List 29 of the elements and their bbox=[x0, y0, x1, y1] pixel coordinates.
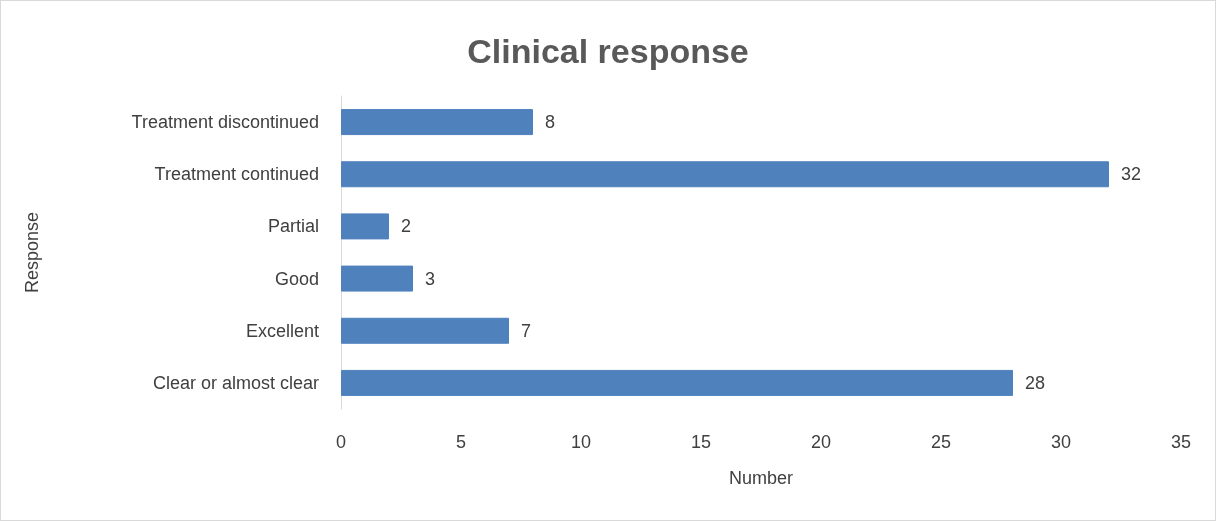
y-tick-label: Good bbox=[274, 268, 319, 289]
chart-title: Clinical response bbox=[467, 32, 749, 70]
x-tick-label: 5 bbox=[455, 432, 467, 452]
x-axis-title: Number bbox=[728, 468, 794, 488]
y-tick-label: Clear or almost clear bbox=[152, 372, 319, 393]
bar bbox=[341, 317, 509, 344]
data-label: 7 bbox=[521, 320, 532, 341]
y-tick-label: Excellent bbox=[245, 320, 319, 341]
data-label: 2 bbox=[401, 216, 412, 237]
x-tick-label: 20 bbox=[810, 432, 832, 452]
data-label: 28 bbox=[1025, 372, 1046, 393]
x-tick-label: 25 bbox=[930, 432, 952, 452]
bar bbox=[341, 109, 533, 136]
data-label: 3 bbox=[425, 268, 436, 289]
x-tick-label: 0 bbox=[335, 432, 347, 452]
x-tick-label: 35 bbox=[1170, 432, 1192, 452]
x-tick-label: 10 bbox=[570, 432, 592, 452]
x-tick-label: 15 bbox=[690, 432, 712, 452]
y-tick-label: Partial bbox=[267, 216, 319, 237]
bar bbox=[341, 369, 1013, 396]
y-axis-title: Response bbox=[22, 211, 42, 294]
y-tick-label: Treatment discontinued bbox=[131, 112, 319, 133]
bar bbox=[341, 265, 413, 292]
y-tick-label: Treatment continued bbox=[154, 164, 319, 185]
bar bbox=[341, 161, 1109, 188]
data-label: 32 bbox=[1121, 164, 1142, 185]
data-label: 8 bbox=[545, 112, 556, 133]
bar bbox=[341, 213, 389, 240]
x-tick-label: 30 bbox=[1050, 432, 1072, 452]
